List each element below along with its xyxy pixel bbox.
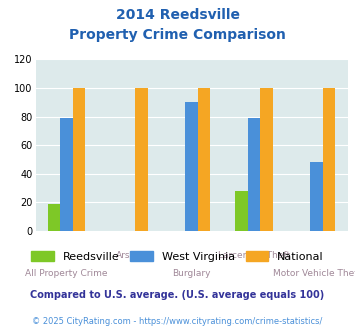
Bar xyxy=(198,88,211,231)
Text: Compared to U.S. average. (U.S. average equals 100): Compared to U.S. average. (U.S. average … xyxy=(31,290,324,300)
Text: 2014 Reedsville: 2014 Reedsville xyxy=(115,8,240,22)
Text: All Property Crime: All Property Crime xyxy=(26,269,108,278)
Bar xyxy=(310,162,323,231)
Text: Property Crime Comparison: Property Crime Comparison xyxy=(69,28,286,42)
Bar xyxy=(261,88,273,231)
Bar xyxy=(60,118,73,231)
Bar xyxy=(136,88,148,231)
Bar xyxy=(235,191,248,231)
Bar xyxy=(73,88,86,231)
Text: Motor Vehicle Theft: Motor Vehicle Theft xyxy=(273,269,355,278)
Bar xyxy=(323,88,335,231)
Text: Larceny & Theft: Larceny & Theft xyxy=(218,251,290,260)
Bar xyxy=(48,204,60,231)
Text: Burglary: Burglary xyxy=(173,269,211,278)
Bar xyxy=(248,118,261,231)
Bar xyxy=(185,102,198,231)
Legend: Reedsville, West Virginia, National: Reedsville, West Virginia, National xyxy=(27,247,328,267)
Text: Arson: Arson xyxy=(116,251,142,260)
Text: © 2025 CityRating.com - https://www.cityrating.com/crime-statistics/: © 2025 CityRating.com - https://www.city… xyxy=(32,317,323,326)
